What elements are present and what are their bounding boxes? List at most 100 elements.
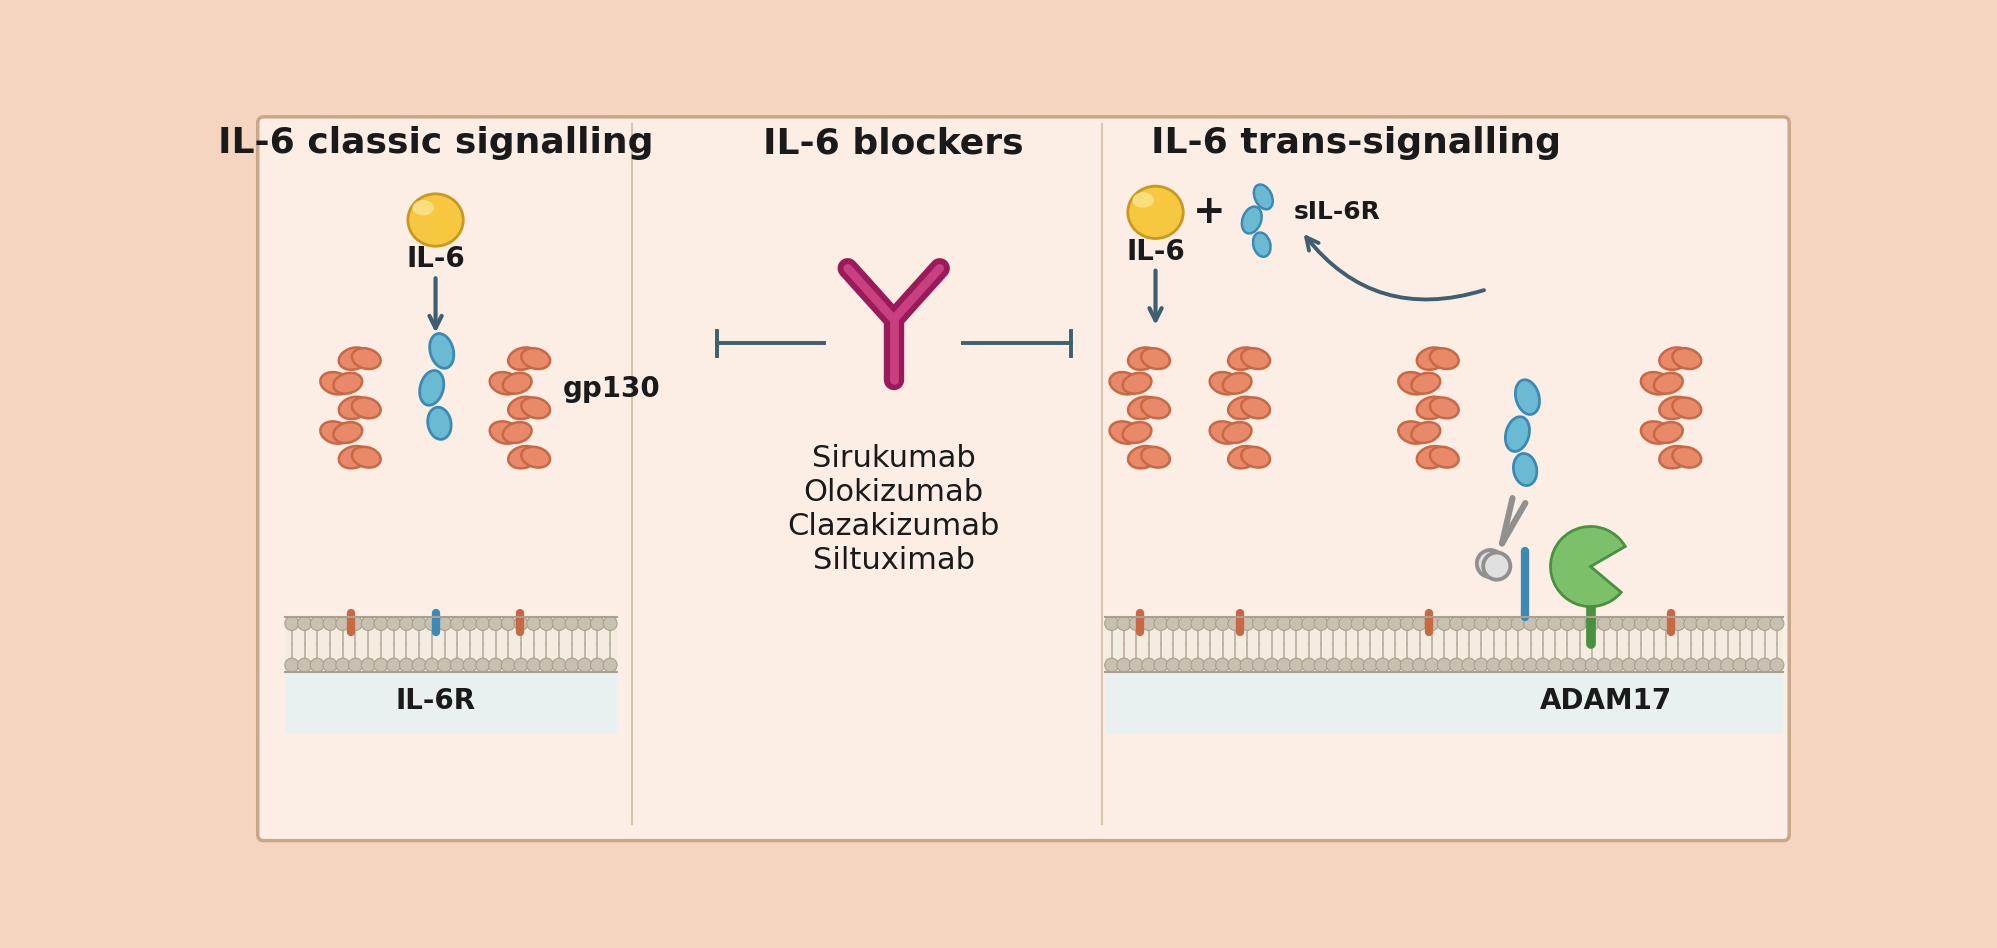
Ellipse shape bbox=[1412, 616, 1426, 630]
Ellipse shape bbox=[577, 658, 591, 672]
Ellipse shape bbox=[1695, 616, 1709, 630]
Ellipse shape bbox=[411, 616, 425, 630]
Text: IL-6 blockers: IL-6 blockers bbox=[763, 126, 1024, 160]
Ellipse shape bbox=[1671, 397, 1701, 418]
Ellipse shape bbox=[1190, 616, 1204, 630]
Ellipse shape bbox=[1110, 422, 1140, 444]
Ellipse shape bbox=[513, 616, 527, 630]
Ellipse shape bbox=[1721, 658, 1735, 672]
Ellipse shape bbox=[475, 658, 489, 672]
Ellipse shape bbox=[1252, 616, 1266, 630]
Ellipse shape bbox=[1683, 658, 1697, 672]
Ellipse shape bbox=[1416, 348, 1448, 370]
Ellipse shape bbox=[1132, 192, 1154, 208]
Ellipse shape bbox=[1462, 616, 1476, 630]
Ellipse shape bbox=[1524, 658, 1538, 672]
Ellipse shape bbox=[1660, 446, 1689, 468]
Ellipse shape bbox=[1116, 616, 1130, 630]
Text: IL-6: IL-6 bbox=[1126, 238, 1184, 266]
Ellipse shape bbox=[527, 616, 541, 630]
Ellipse shape bbox=[349, 616, 361, 630]
Ellipse shape bbox=[1721, 616, 1735, 630]
Ellipse shape bbox=[1338, 658, 1352, 672]
Ellipse shape bbox=[521, 348, 549, 369]
Ellipse shape bbox=[1416, 446, 1448, 468]
Ellipse shape bbox=[1654, 422, 1683, 443]
Ellipse shape bbox=[1574, 616, 1588, 630]
Ellipse shape bbox=[339, 397, 369, 419]
Text: ADAM17: ADAM17 bbox=[1540, 687, 1671, 716]
Ellipse shape bbox=[1398, 422, 1428, 444]
Text: Sirukumab: Sirukumab bbox=[813, 445, 977, 473]
Ellipse shape bbox=[489, 422, 519, 444]
Ellipse shape bbox=[1745, 658, 1759, 672]
Ellipse shape bbox=[387, 658, 401, 672]
Ellipse shape bbox=[411, 658, 425, 672]
Ellipse shape bbox=[463, 616, 477, 630]
Ellipse shape bbox=[1140, 348, 1170, 369]
Ellipse shape bbox=[1222, 373, 1252, 393]
Ellipse shape bbox=[501, 616, 515, 630]
Ellipse shape bbox=[1142, 616, 1156, 630]
Ellipse shape bbox=[1222, 422, 1252, 443]
Ellipse shape bbox=[1178, 616, 1192, 630]
Ellipse shape bbox=[286, 658, 300, 672]
Ellipse shape bbox=[425, 616, 439, 630]
Ellipse shape bbox=[1671, 348, 1701, 369]
Ellipse shape bbox=[1204, 616, 1216, 630]
Ellipse shape bbox=[1352, 616, 1366, 630]
Ellipse shape bbox=[1352, 658, 1366, 672]
Ellipse shape bbox=[1242, 397, 1270, 418]
Ellipse shape bbox=[1478, 550, 1504, 577]
Ellipse shape bbox=[1514, 453, 1538, 485]
Ellipse shape bbox=[1512, 658, 1526, 672]
Text: Siltuximab: Siltuximab bbox=[813, 546, 975, 574]
Ellipse shape bbox=[1216, 616, 1230, 630]
Ellipse shape bbox=[553, 658, 565, 672]
Ellipse shape bbox=[1660, 658, 1673, 672]
Ellipse shape bbox=[1252, 232, 1270, 257]
Ellipse shape bbox=[1140, 397, 1170, 418]
Ellipse shape bbox=[1586, 616, 1600, 630]
Ellipse shape bbox=[1757, 658, 1771, 672]
Ellipse shape bbox=[1338, 616, 1352, 630]
Ellipse shape bbox=[1426, 658, 1440, 672]
Ellipse shape bbox=[1757, 616, 1771, 630]
Ellipse shape bbox=[419, 371, 443, 405]
Bar bbox=[286, 616, 617, 672]
Ellipse shape bbox=[1140, 447, 1170, 467]
Ellipse shape bbox=[591, 616, 605, 630]
Ellipse shape bbox=[503, 422, 531, 443]
Bar bbox=[286, 672, 617, 734]
Ellipse shape bbox=[1128, 348, 1158, 370]
Ellipse shape bbox=[1707, 616, 1721, 630]
Ellipse shape bbox=[1290, 658, 1304, 672]
Ellipse shape bbox=[1500, 616, 1514, 630]
Ellipse shape bbox=[1154, 658, 1168, 672]
Ellipse shape bbox=[1560, 658, 1574, 672]
Ellipse shape bbox=[1364, 658, 1378, 672]
Ellipse shape bbox=[507, 348, 539, 370]
Ellipse shape bbox=[1154, 616, 1168, 630]
Text: gp130: gp130 bbox=[563, 375, 661, 404]
Ellipse shape bbox=[324, 616, 337, 630]
Text: IL-6R: IL-6R bbox=[395, 687, 475, 716]
Ellipse shape bbox=[373, 616, 387, 630]
Ellipse shape bbox=[333, 373, 361, 393]
Ellipse shape bbox=[1166, 616, 1180, 630]
Ellipse shape bbox=[1400, 658, 1414, 672]
Ellipse shape bbox=[1610, 658, 1624, 672]
Ellipse shape bbox=[1278, 616, 1290, 630]
Ellipse shape bbox=[1474, 616, 1488, 630]
Ellipse shape bbox=[1242, 207, 1262, 233]
Ellipse shape bbox=[1660, 616, 1673, 630]
Ellipse shape bbox=[539, 658, 553, 672]
Ellipse shape bbox=[521, 447, 549, 467]
Text: IL-6 trans-signalling: IL-6 trans-signalling bbox=[1150, 126, 1562, 160]
Ellipse shape bbox=[339, 348, 369, 370]
Ellipse shape bbox=[1660, 348, 1689, 370]
Ellipse shape bbox=[413, 200, 433, 215]
Ellipse shape bbox=[1178, 658, 1192, 672]
Ellipse shape bbox=[1252, 658, 1266, 672]
Text: Olokizumab: Olokizumab bbox=[803, 478, 985, 507]
